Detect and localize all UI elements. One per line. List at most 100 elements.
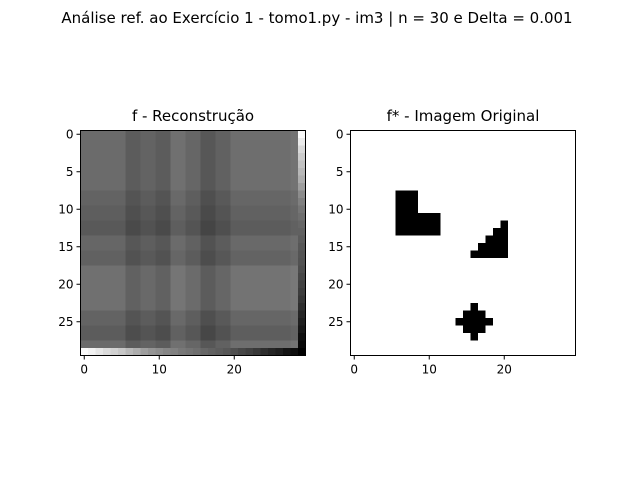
pixel-cell — [388, 288, 396, 296]
pixel-cell — [290, 220, 299, 229]
pixel-cell — [530, 265, 539, 274]
pixel-cell — [515, 145, 524, 154]
pixel-cell — [515, 220, 524, 229]
pixel-cell — [373, 340, 381, 349]
pixel-cell — [185, 160, 194, 169]
pixel-cell — [545, 190, 554, 199]
pixel-cell — [508, 130, 516, 139]
pixel-cell — [455, 303, 464, 311]
pixel-cell — [350, 348, 359, 356]
pixel-cell — [148, 175, 156, 184]
pixel-cell — [455, 265, 464, 274]
pixel-cell — [290, 318, 299, 326]
pixel-cell — [418, 213, 426, 221]
pixel-cell — [103, 145, 111, 154]
pixel-cell — [268, 235, 276, 244]
pixel-cell — [388, 235, 396, 244]
pixel-cell — [223, 175, 231, 184]
pixel-cell — [538, 295, 546, 304]
pixel-cell — [418, 160, 426, 169]
pixel-cell — [553, 303, 561, 311]
pixel-cell — [388, 280, 396, 289]
pixel-cell — [170, 348, 179, 356]
pixel-cell — [433, 190, 441, 199]
pixel-cell — [440, 250, 449, 259]
pixel-cell — [538, 153, 546, 161]
pixel-cell — [350, 258, 359, 266]
pixel-cell — [455, 175, 464, 184]
pixel-cell — [215, 303, 224, 311]
pixel-cell — [223, 145, 231, 154]
pixel-cell — [455, 273, 464, 281]
pixel-cell — [560, 228, 569, 236]
pixel-cell — [538, 175, 546, 184]
y-tick-label: 0 — [336, 127, 344, 141]
pixel-cell — [455, 228, 464, 236]
pixel-cell — [170, 153, 179, 161]
pixel-cell — [193, 168, 201, 176]
pixel-cell — [395, 145, 404, 154]
pixel-cell — [185, 138, 194, 146]
pixel-cell — [470, 250, 479, 259]
pixel-cell — [298, 288, 306, 296]
pixel-cell — [358, 213, 366, 221]
pixel-cell — [208, 348, 216, 356]
pixel-cell — [493, 318, 501, 326]
pixel-cell — [425, 145, 434, 154]
pixel-cell — [245, 348, 254, 356]
pixel-cell — [140, 295, 149, 304]
pixel-cell — [163, 183, 171, 191]
pixel-cell — [553, 138, 561, 146]
pixel-cell — [253, 280, 261, 289]
pixel-cell — [148, 160, 156, 169]
pixel-cell — [200, 153, 209, 161]
pixel-cell — [530, 160, 539, 169]
pixel-cell — [155, 228, 164, 236]
pixel-cell — [358, 325, 366, 334]
pixel-cell — [538, 318, 546, 326]
pixel-cell — [373, 333, 381, 341]
pixel-cell — [395, 153, 404, 161]
pixel-cell — [230, 265, 239, 274]
pixel-cell — [448, 258, 456, 266]
pixel-cell — [365, 228, 374, 236]
pixel-cell — [140, 325, 149, 334]
pixel-cell — [133, 145, 141, 154]
pixel-cell — [568, 265, 576, 274]
pixel-cell — [88, 295, 96, 304]
pixel-cell — [155, 175, 164, 184]
pixel-cell — [253, 138, 261, 146]
pixel-cell — [418, 183, 426, 191]
pixel-cell — [253, 258, 261, 266]
pixel-cell — [268, 168, 276, 176]
pixel-cell — [133, 153, 141, 161]
pixel-cell — [403, 265, 411, 274]
pixel-cell — [395, 205, 404, 214]
pixel-cell — [260, 183, 269, 191]
pixel-cell — [230, 198, 239, 206]
pixel-cell — [185, 303, 194, 311]
pixel-cell — [170, 168, 179, 176]
pixel-cell — [433, 340, 441, 349]
pixel-cell — [155, 213, 164, 221]
pixel-cell — [230, 333, 239, 341]
pixel-cell — [373, 288, 381, 296]
pixel-cell — [245, 160, 254, 169]
pixel-cell — [208, 175, 216, 184]
pixel-cell — [238, 220, 246, 229]
pixel-cell — [560, 250, 569, 259]
pixel-cell — [403, 318, 411, 326]
pixel-cell — [178, 138, 186, 146]
pixel-cell — [395, 198, 404, 206]
pixel-cell — [365, 183, 374, 191]
pixel-cell — [200, 220, 209, 229]
pixel-cell — [155, 205, 164, 214]
pixel-cell — [485, 333, 494, 341]
pixel-cell — [208, 153, 216, 161]
pixel-cell — [418, 303, 426, 311]
pixel-cell — [80, 220, 89, 229]
pixel-cell — [493, 348, 501, 356]
pixel-cell — [103, 250, 111, 259]
pixel-cell — [155, 220, 164, 229]
pixel-cell — [230, 280, 239, 289]
